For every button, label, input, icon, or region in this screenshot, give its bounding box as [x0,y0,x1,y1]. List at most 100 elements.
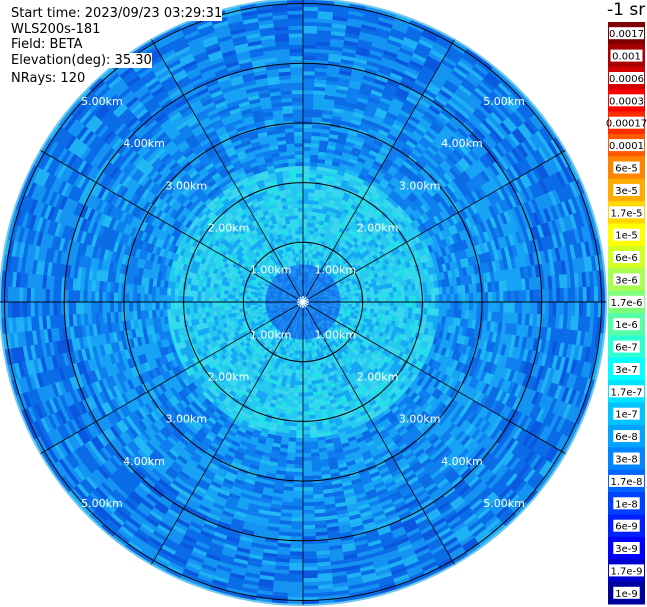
field-cell [294,445,304,451]
field-cell [226,301,232,307]
field-cell [295,430,304,435]
field-cell [189,301,194,309]
field-cell [423,295,429,303]
field-cell [296,407,304,413]
field-cell [374,301,380,307]
field-cell [385,297,391,303]
field-cell [298,225,304,231]
field-cell [297,195,304,201]
field-cell [219,305,225,312]
field-cell [297,392,304,398]
field-cell [302,203,309,208]
field-cell [306,373,312,378]
field-cell [302,233,307,239]
field-cell [302,373,308,379]
field-cell [299,362,304,367]
field-cell [302,191,310,197]
field-cell [299,248,304,254]
field-cell [302,157,311,163]
field-cell [302,199,309,205]
field-cell [302,445,312,451]
field-cell [297,210,304,216]
field-cell [296,188,304,193]
field-cell [177,301,183,309]
field-cell [299,237,304,242]
field-cell [238,304,244,310]
field-cell [298,373,304,379]
field-cell [302,396,309,401]
field-cell [442,294,448,303]
field-cell [219,297,224,303]
field-cell [298,377,304,382]
field-cell [295,233,300,239]
field-cell [302,384,308,390]
field-cell [294,146,304,152]
field-cell [298,369,304,375]
field-cell [297,203,304,208]
field-cell [223,297,228,303]
field-cell [196,301,202,308]
field-cell [151,301,156,311]
field-cell [412,301,417,309]
field-cell [302,222,308,227]
field-cell [234,301,240,306]
field-cell [389,301,395,308]
field-cell [363,298,368,303]
field-cell [177,295,183,303]
field-cell [389,296,395,303]
field-cell [297,206,304,212]
field-cell [302,377,308,382]
field-cell [302,434,311,439]
field-cell [294,456,304,462]
field-cell [223,301,228,307]
field-cell [189,295,194,303]
field-cell [297,388,304,394]
field-cell [293,380,300,386]
field-cell [382,301,387,307]
field-cell [423,301,429,309]
field-cell [226,297,232,303]
field-cell [219,292,225,299]
field-cell [302,229,308,235]
field-cell [431,294,436,303]
field-cell [302,415,310,420]
field-cell [295,434,304,439]
field-cell [435,301,440,310]
field-cell [294,376,300,382]
field-cell [302,172,311,178]
field-cell [295,169,304,174]
field-cell [196,296,202,303]
field-cell [211,296,217,303]
field-cell [299,365,304,371]
field-cell [302,456,312,462]
field-cell [302,388,309,394]
field-cell [245,301,251,306]
field-cell [453,301,459,311]
field-cell [381,292,387,299]
field-cell [204,301,209,308]
field-cell [374,297,380,303]
field-cell [457,301,463,311]
field-cell [295,229,300,235]
field-cell [215,301,221,307]
field-cell [427,301,433,310]
field-cell [370,297,376,303]
field-cell [296,422,304,428]
field-cell [408,301,414,309]
field-cell [302,225,308,231]
field-cell [170,294,175,303]
field-cell [238,301,243,306]
field-cell [302,407,310,413]
field-cell [302,369,308,375]
field-cell [154,293,160,303]
field-cell [363,301,368,306]
field-cell [293,218,300,224]
field-cell [302,381,308,386]
field-cell [298,384,304,390]
field-cell [408,295,414,303]
field-cell [298,218,304,223]
field-cell [297,399,304,405]
field-cell [302,392,309,398]
field-cell [295,441,304,447]
field-cell [362,294,368,300]
